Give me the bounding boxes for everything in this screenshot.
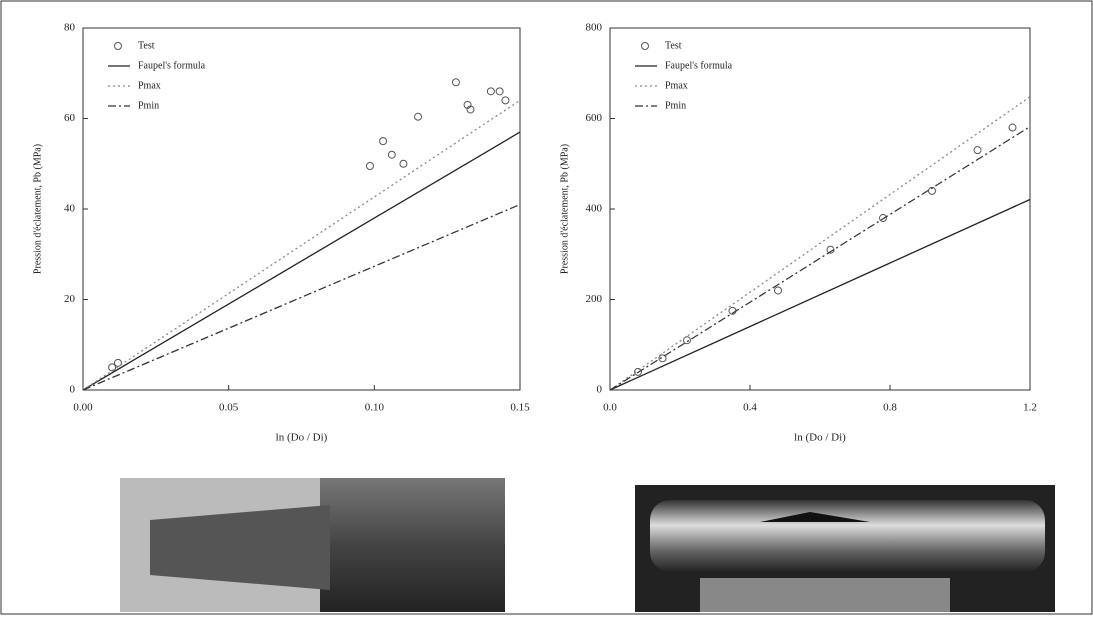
legend-label: Pmax	[138, 80, 161, 91]
photo-left	[120, 478, 505, 612]
x-tick-label: 0.0	[603, 402, 617, 414]
x-tick-label: 0.00	[73, 402, 93, 414]
y-tick-label: 40	[64, 203, 76, 215]
y-tick-label: 80	[64, 22, 76, 34]
x-tick-label: 0.8	[883, 402, 897, 414]
y-tick-label: 20	[64, 293, 76, 305]
y-tick-label: 0	[597, 384, 603, 396]
y-tick-label: 60	[64, 112, 76, 124]
x-tick-label: 0.4	[743, 402, 757, 414]
legend-label: Faupel's formula	[138, 60, 206, 71]
x-axis-label: ln (Do / Di)	[276, 432, 328, 444]
y-tick-label: 600	[586, 112, 603, 124]
photo-right	[635, 485, 1055, 612]
x-axis-label: ln (Do / Di)	[794, 432, 846, 444]
y-tick-label: 800	[586, 22, 603, 34]
y-tick-label: 200	[586, 293, 603, 305]
legend-label: Pmin	[665, 100, 686, 111]
legend-label: Pmin	[138, 100, 159, 111]
y-tick-label: 400	[586, 203, 603, 215]
legend-label: Test	[665, 40, 682, 51]
legend-label: Faupel's formula	[665, 60, 733, 71]
y-axis-label: Pression d'éclatement, Pb (MPa)	[559, 144, 570, 274]
x-tick-label: 1.2	[1023, 402, 1037, 414]
legend-label: Pmax	[665, 80, 688, 91]
figure: 0.000.050.100.15020406080ln (Do / Di)Pre…	[0, 0, 1093, 615]
x-tick-label: 0.05	[219, 402, 239, 414]
x-tick-label: 0.10	[365, 402, 385, 414]
legend-label: Test	[138, 40, 155, 51]
x-tick-label: 0.15	[510, 402, 530, 414]
y-axis-label: Pression d'éclatement, Pb (MPa)	[32, 144, 43, 274]
y-tick-label: 0	[70, 384, 76, 396]
